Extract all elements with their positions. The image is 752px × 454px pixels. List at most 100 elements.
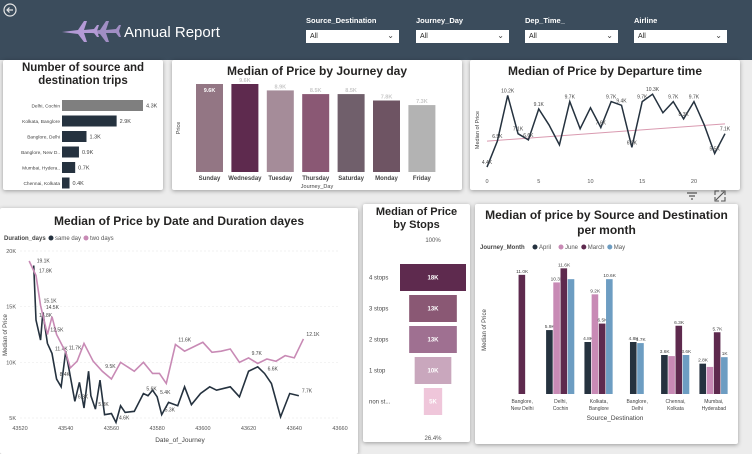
dropdown-value: All <box>420 33 428 40</box>
sdm-category-label: Delhi, <box>554 399 567 405</box>
stops-top-percent-label: 100% <box>425 238 441 244</box>
stops-data-label: 5K <box>429 400 437 406</box>
sdm-data-label: 10.6K <box>603 273 616 279</box>
date-duration-card[interactable]: Median of Price by Date and Duration day… <box>0 208 358 454</box>
journey-day-x-axis-label: Journey_Day <box>301 184 334 190</box>
chevron-down-icon: ⌄ <box>715 31 722 40</box>
stops-category-label: 3 stops <box>369 307 388 313</box>
journey-day-data-label: 9.6K <box>204 88 216 94</box>
date-duration-point-label: 17.8K <box>39 268 53 274</box>
sdm-bar <box>629 342 637 394</box>
sdm-legend-label: April <box>539 245 551 251</box>
date-duration-x-tick: 43600 <box>195 426 210 432</box>
departure-time-point-label: 9.7K <box>637 95 648 101</box>
source-dest-month-card[interactable]: Median of price by Source and Destinatio… <box>475 204 738 444</box>
journey-day-card[interactable]: Median of Price by Journey day Price 9.6K… <box>172 60 462 190</box>
departure-time-x-tick: 20 <box>691 179 697 185</box>
focus-mode-icon[interactable] <box>713 189 727 203</box>
journey-day-data-label: 7.8K <box>381 95 393 101</box>
dropdown-value: All <box>529 33 537 40</box>
filter-icon[interactable] <box>685 190 699 202</box>
stops-data-label: 13K <box>427 307 439 313</box>
sdm-bar <box>606 279 613 394</box>
stops-category-label: 2 stops <box>369 338 388 344</box>
sdm-category-label: Kolkata <box>667 406 684 412</box>
sdm-bar <box>706 366 714 394</box>
stops-data-label: 13K <box>427 338 439 344</box>
journey-day-dropdown[interactable]: All ⌄ <box>416 30 509 43</box>
journey-day-category-label: Monday <box>375 176 398 182</box>
date-duration-y-tick: 15K <box>6 305 16 311</box>
dep-time-dropdown[interactable]: All ⌄ <box>525 30 618 43</box>
date-duration-y-axis-label: Median of Price <box>3 313 9 355</box>
two-days-series-line <box>28 260 305 386</box>
sdm-category-label: Banglore, <box>511 399 532 405</box>
sdm-data-label: 10.3K <box>551 276 564 282</box>
sdm-legend-label: March <box>588 245 605 251</box>
sdm-bar <box>567 279 575 394</box>
journey-day-data-label: 8.5K <box>310 88 322 94</box>
departure-time-point-label: 9.4K <box>616 98 627 104</box>
date-duration-x-tick: 43640 <box>287 426 302 432</box>
departure-time-point-label: 5.5K <box>710 146 721 152</box>
stops-card[interactable]: Median of Price by Stops 100% 18K 4 stops 1… <box>363 204 470 442</box>
sdm-data-label: 11.0K <box>516 269 529 275</box>
sdm-data-label: 4.8K <box>629 336 640 342</box>
trips-bar <box>62 146 79 158</box>
slicer-label: Journey_Day <box>416 16 464 25</box>
date-duration-legend-label: same day <box>55 236 81 242</box>
departure-time-card[interactable]: Median of Price by Departure time Median… <box>470 60 740 190</box>
trips-bar <box>62 162 76 173</box>
same-day-series-line <box>32 265 300 425</box>
departure-time-point-label: 7.6K <box>596 121 607 127</box>
date-duration-x-tick: 43560 <box>104 426 119 432</box>
airplanes-icon <box>62 21 121 42</box>
sdm-data-label: 9.2K <box>590 288 601 294</box>
date-duration-point-label: 7.7K <box>302 389 313 395</box>
journey-day-bar <box>196 84 223 172</box>
stops-data-label: 18K <box>427 276 439 282</box>
sdm-data-label: 2.8K <box>698 358 709 364</box>
sdm-data-label: 3.6K <box>681 349 692 355</box>
sdm-legend-title: Journey_Month <box>480 245 525 251</box>
journey-day-bar <box>266 90 294 172</box>
date-duration-y-tick: 20K <box>6 249 16 255</box>
date-duration-point-label: 9.7K <box>252 351 263 357</box>
trips-data-label: 0.9K <box>82 150 94 156</box>
trips-data-label: 0.7K <box>78 166 90 172</box>
date-duration-point-label: 14.5K <box>46 305 60 311</box>
departure-time-series-line <box>486 93 726 168</box>
date-duration-point-label: 5.8K <box>98 402 109 408</box>
sdm-legend-marker <box>532 244 538 250</box>
date-duration-point-label: 6.3K <box>78 394 89 400</box>
report-header: Annual Report Source_Destination All ⌄ J… <box>0 0 752 60</box>
date-duration-point-label: 12.5K <box>50 328 64 334</box>
date-duration-legend-marker <box>48 235 54 241</box>
sdm-category-label: New Delhi <box>511 406 534 412</box>
back-arrow-icon[interactable] <box>3 3 17 17</box>
sdm-data-label: 5.7K <box>712 326 723 332</box>
date-duration-legend-label: two days <box>90 236 114 242</box>
trips-card[interactable]: Number of source and destination trips D… <box>3 60 163 190</box>
date-duration-x-tick: 43660 <box>332 426 347 432</box>
departure-time-point-label: 10.3K <box>646 87 660 93</box>
sdm-legend-label: May <box>614 245 625 251</box>
sdm-data-label: 5.9K <box>545 324 556 330</box>
slicer-label: Source_Destination <box>306 16 377 25</box>
sdm-bar <box>661 355 668 394</box>
journey-day-bar <box>302 94 330 172</box>
slicer-dep-time: Dep_Time_ All ⌄ <box>525 16 618 43</box>
trips-title: Number of source and destination trips <box>21 62 145 87</box>
journey-day-category-label: Thursday <box>302 176 330 182</box>
trips-data-label: 1.3K <box>89 135 101 141</box>
airline-dropdown[interactable]: All ⌄ <box>634 30 727 43</box>
date-duration-point-label: 5.6K <box>146 387 157 393</box>
date-duration-point-label: 5.3K <box>165 408 176 414</box>
journey-day-category-label: Friday <box>413 176 432 182</box>
departure-time-point-label: 9.7K <box>565 95 576 101</box>
trips-bar <box>62 177 70 189</box>
source-destination-dropdown[interactable]: All ⌄ <box>306 30 399 43</box>
sdm-bar <box>721 357 728 394</box>
date-duration-x-axis-label: Date_of_Journey <box>155 437 205 444</box>
sdm-data-label: 4.7K <box>636 337 647 343</box>
